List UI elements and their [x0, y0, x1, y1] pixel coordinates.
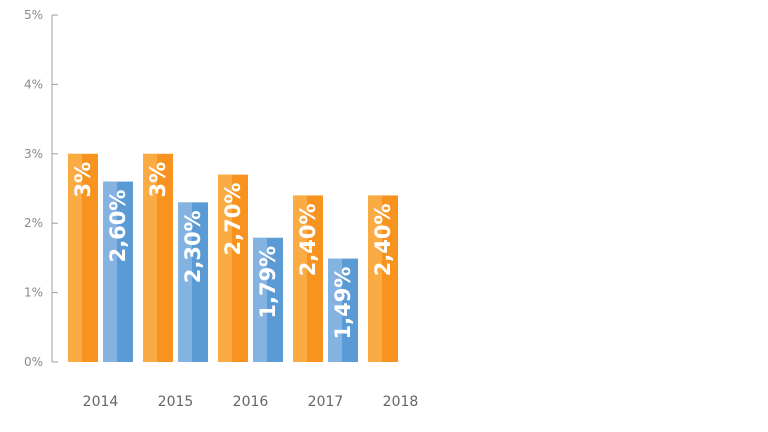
x-tick-label: 2015	[158, 394, 194, 410]
y-tick-label: 2%	[24, 216, 43, 230]
x-tick-label: 2014	[83, 394, 119, 410]
x-tick-label: 2016	[233, 394, 269, 410]
bar-value-label: 3%	[71, 162, 95, 198]
x-tick-label: 2017	[308, 394, 344, 410]
y-tick-label: 5%	[24, 8, 43, 22]
x-tick-label: 2018	[383, 394, 419, 410]
bar-value-label: 2,60%	[106, 190, 130, 263]
bar-value-label: 2,40%	[371, 203, 395, 276]
bar-highlight	[218, 174, 232, 362]
bar-value-label: 2,70%	[221, 183, 245, 256]
y-tick-label: 3%	[24, 147, 43, 161]
bar-highlight	[68, 153, 82, 362]
y-tick-label: 4%	[24, 77, 43, 91]
bar-highlight	[253, 237, 267, 362]
bar-value-label: 1,49%	[331, 267, 355, 340]
bar-highlight	[143, 153, 157, 362]
bar-value-label: 2,30%	[181, 210, 205, 283]
bar-highlight	[328, 258, 342, 362]
y-tick-label: 0%	[24, 355, 43, 369]
bar-value-label: 2,40%	[296, 203, 320, 276]
bar-highlight	[293, 195, 307, 362]
bar-highlight	[103, 181, 117, 362]
bar-highlight	[368, 195, 382, 362]
y-tick-label: 1%	[24, 286, 43, 300]
bar-value-label: 1,79%	[256, 246, 280, 319]
bar-value-label: 3%	[146, 162, 170, 198]
bar-highlight	[178, 202, 192, 362]
